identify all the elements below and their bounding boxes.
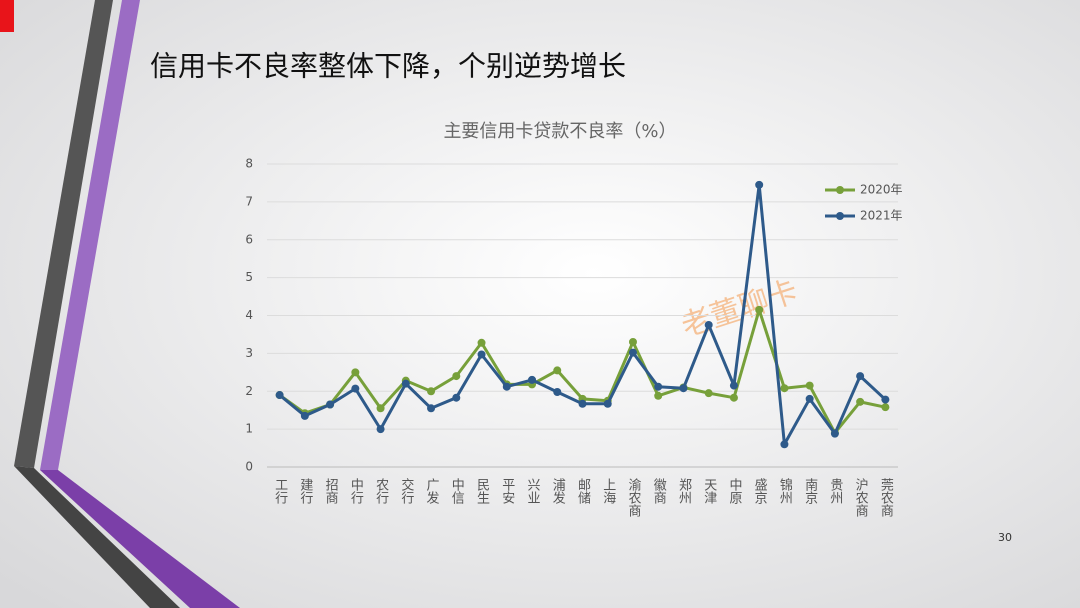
- point: [881, 403, 890, 412]
- point: [300, 411, 309, 420]
- y-tick-label: 7: [245, 194, 253, 208]
- point: [704, 389, 713, 398]
- y-tick-label: 2: [245, 384, 253, 398]
- x-tick-label: 邮储: [575, 478, 591, 504]
- x-tick-label: 沪农商: [853, 477, 869, 517]
- point: [427, 404, 436, 413]
- point: [628, 348, 637, 357]
- corner-mark: [0, 0, 14, 32]
- point: [780, 384, 789, 393]
- stripe: [40, 0, 140, 470]
- x-tick-label: 中信: [449, 478, 465, 504]
- legend-marker: [836, 186, 844, 194]
- y-tick-label: 6: [245, 232, 253, 246]
- point: [477, 338, 486, 347]
- point: [881, 395, 890, 404]
- y-tick-label: 3: [245, 346, 253, 360]
- point: [654, 391, 663, 400]
- x-tick-label: 盛京: [752, 478, 768, 504]
- point: [830, 429, 839, 438]
- x-tick-label: 渝农商: [625, 477, 641, 517]
- x-tick-label: 锦州: [777, 478, 793, 504]
- point: [805, 394, 814, 403]
- point: [376, 425, 385, 434]
- y-tick-label: 8: [245, 157, 253, 171]
- point: [755, 180, 764, 189]
- x-tick-label: 天津: [701, 478, 717, 504]
- x-tick-label: 上海: [600, 478, 616, 504]
- x-tick-label: 工行: [272, 478, 288, 505]
- x-tick-label: 贵州: [827, 478, 843, 504]
- point: [628, 338, 637, 347]
- x-tick-label: 中原: [726, 478, 742, 504]
- point: [502, 382, 511, 391]
- stripe: [14, 0, 113, 468]
- point: [578, 399, 587, 408]
- x-tick-label: 徽商: [651, 478, 667, 504]
- point: [805, 381, 814, 390]
- x-tick-label: 郑州: [676, 478, 692, 504]
- x-tick-label: 南京: [802, 477, 818, 504]
- point: [755, 305, 764, 314]
- x-tick-label: 兴业: [525, 478, 541, 504]
- stripe: [40, 470, 240, 608]
- x-tick-label: 平安: [499, 478, 515, 504]
- page-number: 30: [998, 531, 1012, 544]
- point: [326, 400, 335, 409]
- point: [679, 384, 688, 393]
- x-tick-label: 农行: [373, 478, 389, 505]
- x-tick-label: 建行: [297, 478, 313, 505]
- point: [654, 382, 663, 391]
- point: [477, 350, 486, 359]
- point: [452, 393, 461, 402]
- x-tick-label: 民生: [474, 478, 490, 504]
- y-tick-label: 4: [245, 308, 253, 322]
- point: [351, 368, 360, 377]
- point: [401, 379, 410, 388]
- point: [553, 388, 562, 397]
- legend-label: 2021年: [860, 209, 903, 223]
- point: [856, 397, 865, 406]
- slide-title: 信用卡不良率整体下降，个别逆势增长: [150, 50, 626, 83]
- point: [553, 366, 562, 375]
- point: [729, 381, 738, 390]
- point: [780, 440, 789, 449]
- x-tick-label: 交行: [398, 477, 414, 505]
- y-tick-label: 0: [245, 460, 253, 474]
- point: [603, 399, 612, 408]
- point: [528, 375, 537, 384]
- point: [427, 387, 436, 396]
- x-tick-label: 中行: [348, 478, 364, 505]
- point: [729, 393, 738, 402]
- legend-label: 2020年: [860, 183, 903, 197]
- point: [275, 391, 284, 400]
- x-tick-label: 招商: [323, 478, 339, 504]
- point: [704, 320, 713, 329]
- stripe: [14, 466, 180, 608]
- x-tick-label: 浦发: [550, 478, 566, 504]
- y-tick-label: 1: [245, 422, 253, 436]
- point: [452, 372, 461, 381]
- legend-marker: [836, 212, 844, 220]
- y-tick-label: 5: [245, 270, 253, 284]
- point: [376, 404, 385, 413]
- point: [351, 384, 360, 393]
- chart-title: 主要信用卡贷款不良率（%）: [443, 121, 676, 142]
- x-tick-label: 莞农商: [878, 478, 894, 517]
- point: [856, 372, 865, 381]
- x-tick-label: 广发: [424, 478, 440, 504]
